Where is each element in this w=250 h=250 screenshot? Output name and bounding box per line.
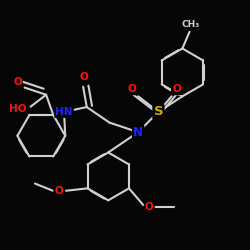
Text: O: O xyxy=(54,186,63,196)
Text: O: O xyxy=(128,84,136,94)
Text: S: S xyxy=(154,105,163,118)
Text: HN: HN xyxy=(55,107,73,117)
Text: O: O xyxy=(145,202,154,212)
Text: O: O xyxy=(80,72,89,82)
Text: O: O xyxy=(172,84,181,94)
Text: N: N xyxy=(133,126,143,139)
Text: O: O xyxy=(13,76,22,86)
Text: CH₃: CH₃ xyxy=(182,20,200,29)
Text: HO: HO xyxy=(9,104,26,114)
